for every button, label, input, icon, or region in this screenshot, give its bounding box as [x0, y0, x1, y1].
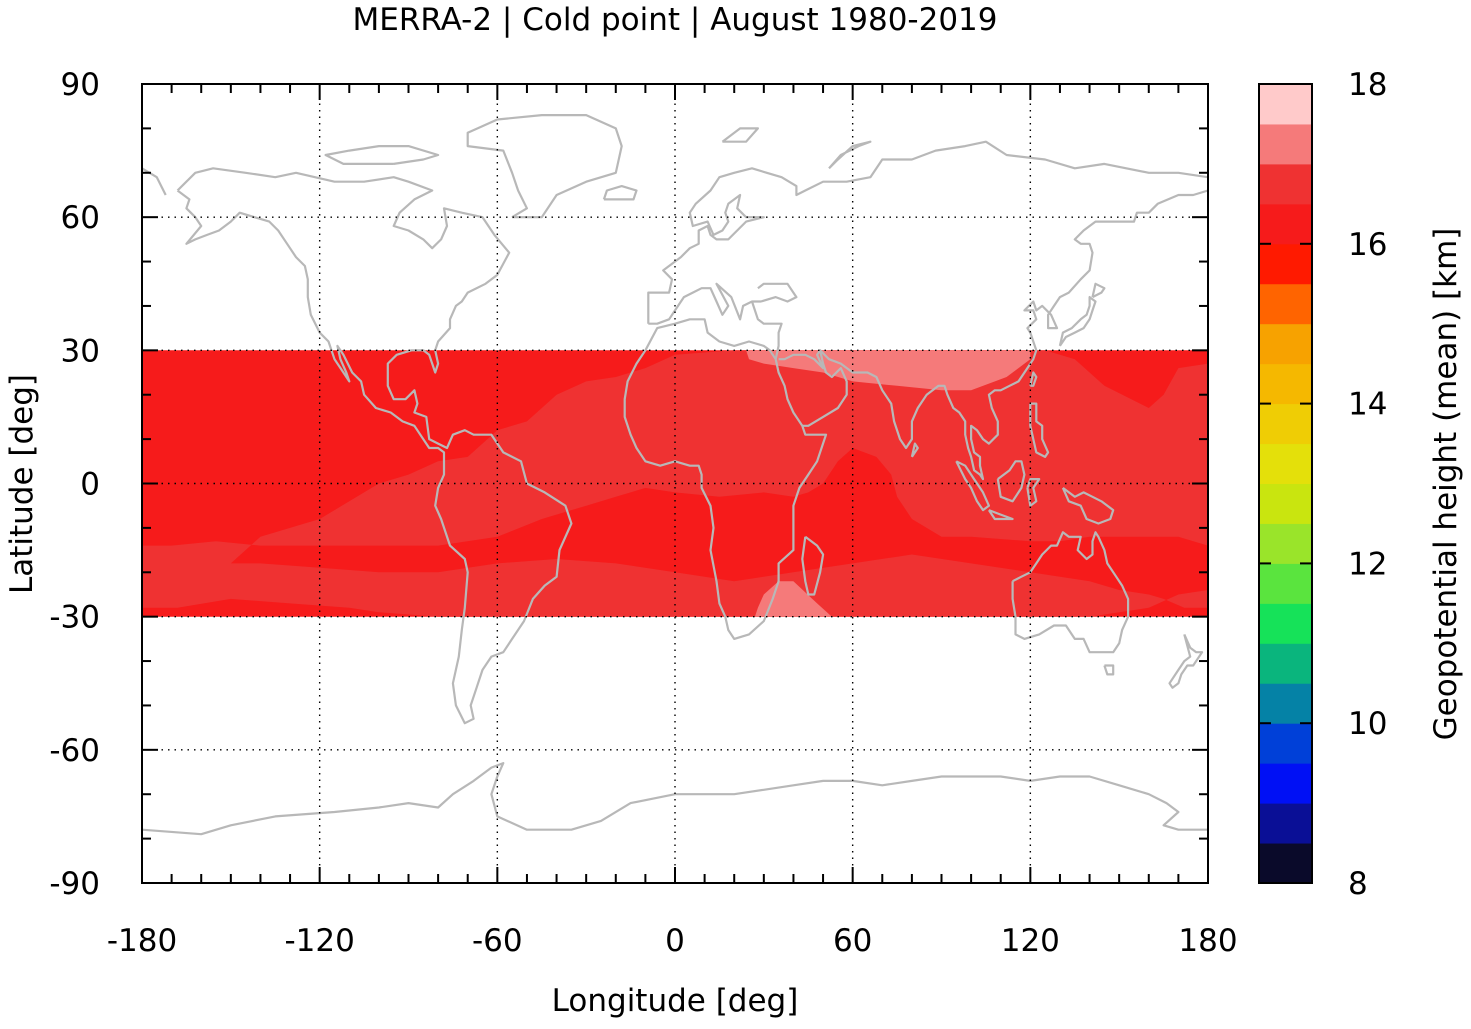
colorbar: 8 10 12 14 16 18	[1258, 67, 1387, 902]
x-tick-label: -60	[472, 923, 523, 959]
coastline-18	[1011, 531, 1130, 654]
colorbar-tick-label: 10	[1348, 706, 1387, 742]
coastline-17	[1061, 487, 1115, 525]
chart-title: MERRA-2 | Cold point | August 1980-2019	[352, 2, 998, 38]
coastline-19	[1103, 664, 1115, 676]
y-tick-label: 60	[61, 200, 100, 236]
colorbar-swatch-5	[1259, 643, 1312, 684]
x-tick-label: 60	[833, 923, 872, 959]
coastline-24	[142, 167, 167, 196]
coastline-15	[996, 460, 1026, 503]
x-tick-label: -120	[284, 923, 354, 959]
y-tick-label: -30	[49, 600, 100, 636]
colorbar-tick-label: 18	[1348, 67, 1387, 103]
colorbar-swatch-13	[1259, 323, 1312, 365]
coastline-26	[828, 140, 872, 170]
coastline-6	[623, 301, 828, 641]
colorbar-tick-label: 14	[1348, 387, 1387, 423]
x-axis-label: Longitude [deg]	[551, 983, 799, 1019]
colorbar-swatch-14	[1259, 283, 1312, 325]
x-tick-label: 0	[665, 923, 685, 959]
grid-lines	[142, 84, 1208, 883]
colorbar-swatch-1	[1259, 803, 1312, 844]
coastline-25	[721, 127, 760, 143]
coastline-16	[1026, 478, 1041, 507]
y-tick-label: 0	[80, 467, 100, 503]
axis-ticks: -180 -120 -60 0 60 120 180 90 60 30 0 -30 -60 -90	[49, 67, 1237, 959]
coastline-22	[910, 442, 919, 458]
colorbar-tick-label: 12	[1348, 546, 1387, 582]
colorbar-swatch-16	[1259, 203, 1312, 245]
coastline-10	[1091, 282, 1106, 299]
coastline-23	[142, 761, 1208, 836]
y-tick-label: 90	[61, 67, 100, 103]
coastline-9	[1058, 296, 1097, 347]
coastline-5	[648, 282, 798, 325]
data-region-3	[754, 581, 832, 617]
colorbar-swatch-15	[1259, 243, 1312, 285]
coastline-8	[819, 189, 1208, 481]
colorbar-swatch-3	[1259, 723, 1312, 764]
coastline-11	[1029, 371, 1038, 387]
coastline-0	[176, 167, 573, 725]
colorbar-tick-label: 16	[1348, 227, 1387, 263]
colorbar-swatch-6	[1259, 603, 1312, 644]
coastline-14	[987, 509, 1014, 521]
colorbar-swatch-18	[1259, 123, 1312, 165]
colorbar-swatch-4	[1259, 683, 1312, 724]
coastlines	[142, 113, 1208, 836]
y-tick-label: -90	[49, 866, 100, 902]
colorbar-tick-label: 8	[1348, 866, 1368, 902]
colorbar-swatch-12	[1259, 363, 1312, 405]
coastline-2	[324, 145, 440, 165]
coastline-4	[647, 140, 1208, 324]
coastline-12	[1029, 402, 1050, 458]
coastline-3	[602, 185, 638, 201]
colorbar-frame	[1258, 83, 1313, 884]
data-region-2	[746, 350, 1031, 391]
y-tick-label: -60	[49, 733, 100, 769]
colorbar-swatch-10	[1259, 443, 1312, 484]
x-tick-label: -180	[107, 923, 177, 959]
colorbar-swatch-9	[1259, 483, 1312, 524]
y-axis-label: Latitude [deg]	[4, 373, 40, 595]
colorbar-swatch-8	[1259, 523, 1312, 564]
colorbar-swatch-17	[1259, 163, 1312, 205]
coastline-21	[801, 535, 825, 596]
colorbar-swatch-2	[1259, 763, 1312, 804]
coastline-7	[778, 349, 848, 427]
x-tick-label: 180	[1178, 923, 1237, 959]
colorbar-swatch-0	[1259, 843, 1312, 884]
x-tick-label: 120	[1001, 923, 1060, 959]
colorbar-swatch-7	[1259, 563, 1312, 604]
y-tick-label: 30	[61, 333, 100, 369]
coastline-20	[1168, 633, 1204, 689]
colorbar-swatch-19	[1259, 84, 1312, 125]
colorbar-swatch-11	[1259, 403, 1312, 445]
colorbar-label: Geopotential height (mean) [km]	[1428, 227, 1464, 741]
coastline-1	[466, 113, 623, 219]
